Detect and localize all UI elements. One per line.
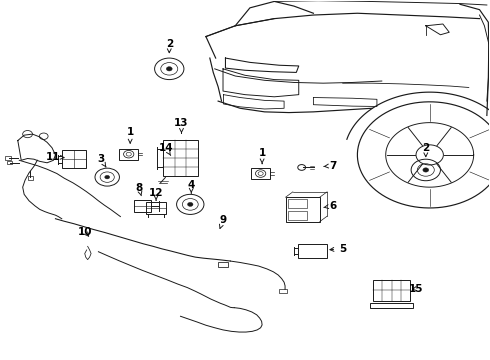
Bar — [286, 197, 320, 222]
Text: 13: 13 — [174, 118, 189, 133]
Text: 4: 4 — [188, 180, 195, 193]
Circle shape — [105, 175, 110, 179]
Text: 9: 9 — [220, 215, 226, 229]
Circle shape — [166, 67, 172, 71]
Circle shape — [423, 168, 429, 172]
Bar — [6, 161, 12, 164]
Bar — [146, 202, 166, 214]
Text: 2: 2 — [422, 143, 429, 157]
Text: 15: 15 — [409, 284, 423, 294]
Bar — [62, 150, 86, 168]
Bar — [370, 303, 414, 309]
Bar — [279, 289, 287, 293]
Text: 14: 14 — [159, 143, 173, 156]
Text: 10: 10 — [78, 227, 93, 237]
Text: 2: 2 — [166, 39, 173, 53]
Bar — [134, 200, 151, 212]
Text: 12: 12 — [149, 188, 163, 200]
Text: 11: 11 — [46, 152, 64, 162]
Text: 1: 1 — [259, 148, 266, 164]
Bar — [5, 156, 11, 160]
Text: 7: 7 — [324, 161, 337, 171]
Bar — [373, 280, 410, 301]
Text: 6: 6 — [324, 201, 337, 211]
Circle shape — [188, 202, 193, 206]
Text: 5: 5 — [330, 244, 346, 254]
Bar — [218, 262, 228, 267]
Bar — [27, 176, 33, 180]
Bar — [288, 199, 307, 208]
Bar — [298, 244, 327, 258]
Bar — [288, 211, 307, 220]
Text: 1: 1 — [126, 127, 134, 143]
Text: 3: 3 — [97, 154, 106, 167]
Bar — [163, 140, 198, 176]
Text: 8: 8 — [135, 183, 143, 196]
